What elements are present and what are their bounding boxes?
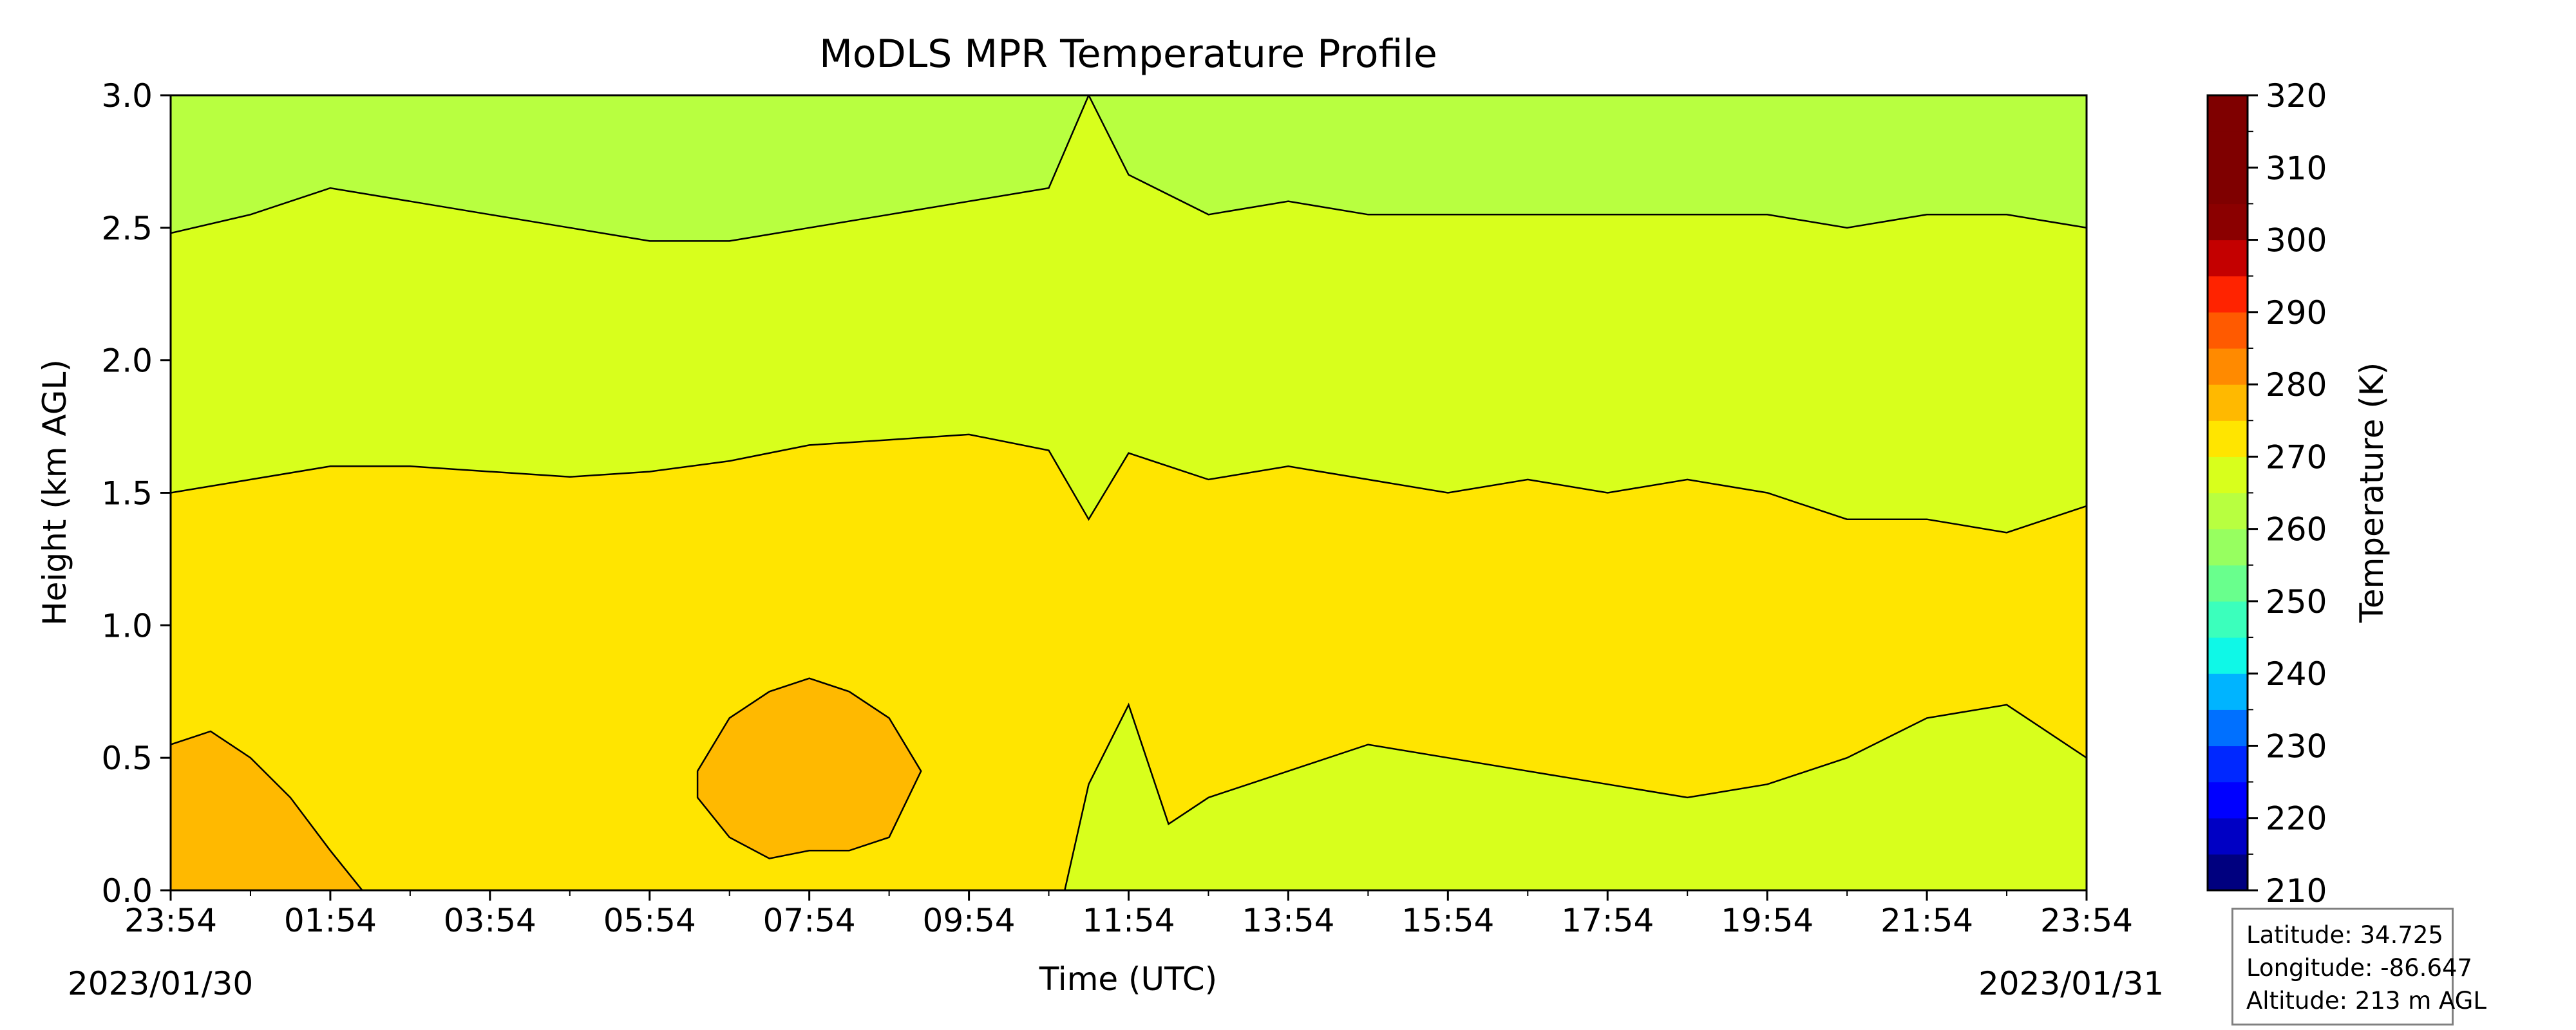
- colorbar-swatch: [2208, 637, 2248, 674]
- colorbar: 210 220 230 240 250 260 270 280 290 300 310 320: [2206, 77, 2327, 910]
- colorbar-tick-label: 310: [2266, 149, 2327, 187]
- x-axis-label: Time (UTC): [1039, 960, 1217, 998]
- colorbar-tick-label: 230: [2266, 727, 2327, 765]
- colorbar-tick-label: 240: [2266, 655, 2327, 693]
- level-285-290-left: [171, 731, 363, 890]
- colorbar-swatch: [2208, 276, 2248, 313]
- x-tick-label: 09:54: [923, 902, 1016, 939]
- colorbar-tick-label: 280: [2266, 366, 2327, 404]
- x-tick-label: 23:54: [124, 902, 217, 939]
- colorbar-swatch: [2208, 95, 2248, 132]
- colorbar-swatch: [2208, 709, 2248, 747]
- chart-title: MoDLS MPR Temperature Profile: [819, 32, 1437, 77]
- colorbar-tick-label: 220: [2266, 800, 2327, 838]
- colorbar-label: Temperature (K): [2353, 362, 2391, 623]
- plot-area: [171, 95, 2087, 890]
- latitude-text: Latitude: 34.725: [2246, 921, 2443, 949]
- y-tick-label: 0.5: [101, 740, 153, 777]
- longitude-text: Longitude: -86.647: [2246, 954, 2473, 982]
- contour-line-3: [696, 677, 922, 859]
- start-date-label: 2023/01/30: [68, 965, 253, 1002]
- colorbar-tick-label: 210: [2266, 872, 2327, 910]
- x-tick-label: 05:54: [603, 902, 696, 939]
- colorbar-swatch: [2208, 492, 2248, 530]
- x-tick-label: 21:54: [1880, 902, 1973, 939]
- colorbar-swatch: [2208, 782, 2248, 819]
- colorbar-tick-label: 250: [2266, 583, 2327, 621]
- colorbar-swatch: [2208, 854, 2248, 891]
- colorbar-tick-label: 270: [2266, 438, 2327, 476]
- contour-line-1: [171, 95, 2087, 242]
- colorbar-tick-label: 320: [2266, 77, 2327, 115]
- y-tick-label: 2.0: [101, 342, 153, 380]
- level-275-280-low: [1065, 704, 2087, 890]
- colorbar-tick-label: 290: [2266, 294, 2327, 332]
- contour-lines: [171, 95, 2087, 890]
- x-tick-label: 15:54: [1401, 902, 1494, 939]
- colorbar-swatch: [2208, 529, 2248, 566]
- colorbar-swatch: [2208, 348, 2248, 385]
- y-tick-label: 1.0: [101, 607, 153, 644]
- colorbar-swatch: [2208, 601, 2248, 638]
- colorbar-swatch: [2208, 167, 2248, 205]
- colorbar-swatch: [2208, 312, 2248, 349]
- contour-line-4: [1064, 702, 2087, 890]
- contour-line-2: [171, 730, 363, 890]
- x-tick-label: 17:54: [1561, 902, 1654, 939]
- x-tick-label: 03:54: [444, 902, 536, 939]
- colorbar-swatch: [2208, 456, 2248, 494]
- end-date-label: 2023/01/31: [1978, 965, 2164, 1002]
- y-tick-label: 3.0: [101, 77, 153, 115]
- colorbar-swatch: [2208, 673, 2248, 710]
- colorbar-swatch: [2208, 420, 2248, 457]
- colorbar-swatch: [2208, 239, 2248, 277]
- level-285-290-blob: [697, 678, 922, 859]
- colorbar-swatch: [2208, 203, 2248, 241]
- colorbar-swatch: [2208, 131, 2248, 168]
- x-tick-label: 13:54: [1242, 902, 1334, 939]
- level-280-285: [171, 434, 2087, 890]
- x-tick-label: 19:54: [1721, 902, 1814, 939]
- x-tick-label: 23:54: [2040, 902, 2133, 939]
- y-axis-label: Height (km AGL): [36, 359, 73, 626]
- colorbar-tick-label: 260: [2266, 511, 2327, 548]
- x-tick-label: 07:54: [763, 902, 856, 939]
- x-tick-label: 01:54: [284, 902, 377, 939]
- y-tick-label: 1.5: [101, 475, 153, 512]
- colorbar-swatch: [2208, 565, 2248, 602]
- station-info-box: Latitude: 34.725 Longitude: -86.647 Alti…: [2231, 908, 2486, 1025]
- colorbar-tick-label: 300: [2266, 222, 2327, 259]
- colorbar-swatch: [2208, 745, 2248, 783]
- altitude-text: Altitude: 213 m AGL: [2246, 987, 2486, 1015]
- axes: 23:54 01:54 03:54 05:54 07:54 09:54 11:54 13:54…: [101, 77, 2133, 939]
- contour-line-0: [171, 433, 2087, 534]
- y-tick-label: 2.5: [101, 210, 153, 247]
- colorbar-swatch: [2208, 818, 2248, 855]
- x-tick-label: 11:54: [1082, 902, 1175, 939]
- colorbar-swatch: [2208, 384, 2248, 421]
- y-tick-label: 0.0: [101, 872, 153, 910]
